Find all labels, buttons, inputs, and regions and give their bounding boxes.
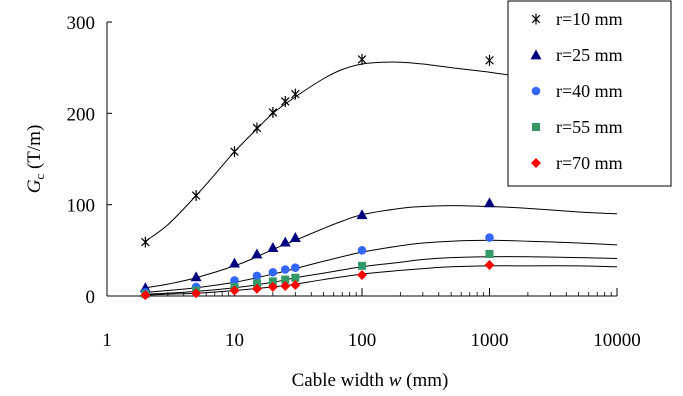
legend-label: r=40 mm (556, 81, 623, 101)
data-point (190, 271, 202, 282)
legend-marker (531, 13, 541, 25)
legend-label: r=70 mm (556, 153, 623, 173)
data-point (484, 259, 495, 270)
data-point (268, 267, 278, 277)
data-point (291, 263, 300, 272)
data-markers (139, 53, 495, 301)
data-point (357, 269, 367, 280)
data-point (289, 232, 301, 242)
x-tick-label: 100 (348, 330, 377, 351)
x-axis-label-prefix: Cable width (292, 370, 389, 391)
axes: 0 100 200 300 1 10 100 1000 10000 (67, 13, 641, 351)
data-point (252, 271, 262, 281)
fit-curve (145, 256, 618, 295)
x-tick-label: 1 (102, 330, 112, 351)
x-axis-label: Cable width w (mm) (292, 370, 449, 391)
fit-curve (145, 61, 618, 242)
data-point (229, 257, 240, 268)
data-point (291, 273, 300, 282)
legend: r=10 mm r=25 mm r=40 mm r=55 mm r=70 mm (507, 0, 672, 187)
data-point (280, 265, 290, 274)
data-point (268, 277, 277, 286)
x-axis-label-variable: w (389, 370, 402, 391)
x-axis-label-unit: (mm) (401, 370, 448, 391)
fit-curve (145, 239, 618, 293)
fit-curve (145, 265, 618, 296)
y-tick-label: 200 (67, 104, 96, 125)
data-point (484, 197, 495, 208)
data-point (485, 54, 494, 66)
y-axis-label-symbol: G (24, 179, 45, 193)
x-tick-label: 10000 (593, 330, 641, 351)
legend-label: r=10 mm (556, 9, 623, 29)
data-point (485, 249, 494, 258)
legend-marker (532, 123, 540, 131)
legend-label: r=25 mm (556, 45, 623, 65)
legend-marker (530, 49, 542, 60)
data-point (485, 233, 494, 242)
data-point (290, 280, 301, 291)
y-axis-label-subscript: c (32, 174, 47, 180)
data-point (251, 248, 263, 259)
y-tick-label: 0 (86, 287, 96, 308)
fit-curve (145, 205, 618, 289)
data-point (229, 285, 240, 296)
x-tick-label: 1000 (471, 330, 509, 351)
data-point (267, 242, 279, 252)
legend-marker (531, 86, 541, 96)
data-point (279, 236, 291, 247)
y-tick-label: 100 (67, 196, 96, 217)
data-point (268, 106, 278, 118)
legend-marker (531, 158, 541, 168)
data-point (191, 190, 201, 202)
y-axis-label-unit: (T/m) (24, 125, 45, 174)
data-point (358, 261, 366, 270)
data-point (141, 236, 150, 248)
data-point (357, 53, 367, 65)
data-point (267, 281, 278, 292)
x-tick-label: 10 (225, 330, 244, 351)
data-point (291, 88, 300, 100)
data-point (252, 122, 262, 134)
data-point (230, 146, 239, 158)
data-point (191, 288, 202, 299)
data-point (251, 283, 262, 294)
data-point (356, 209, 368, 220)
data-point (281, 275, 290, 284)
data-point (230, 276, 239, 285)
legend-label: r=55 mm (556, 117, 623, 137)
data-point (140, 290, 151, 301)
y-tick-label: 300 (67, 13, 96, 34)
data-point (357, 246, 367, 255)
data-point (280, 280, 291, 291)
data-point (280, 95, 290, 107)
data-point (252, 279, 261, 288)
y-axis-label: Gc (T/m) (24, 125, 47, 194)
